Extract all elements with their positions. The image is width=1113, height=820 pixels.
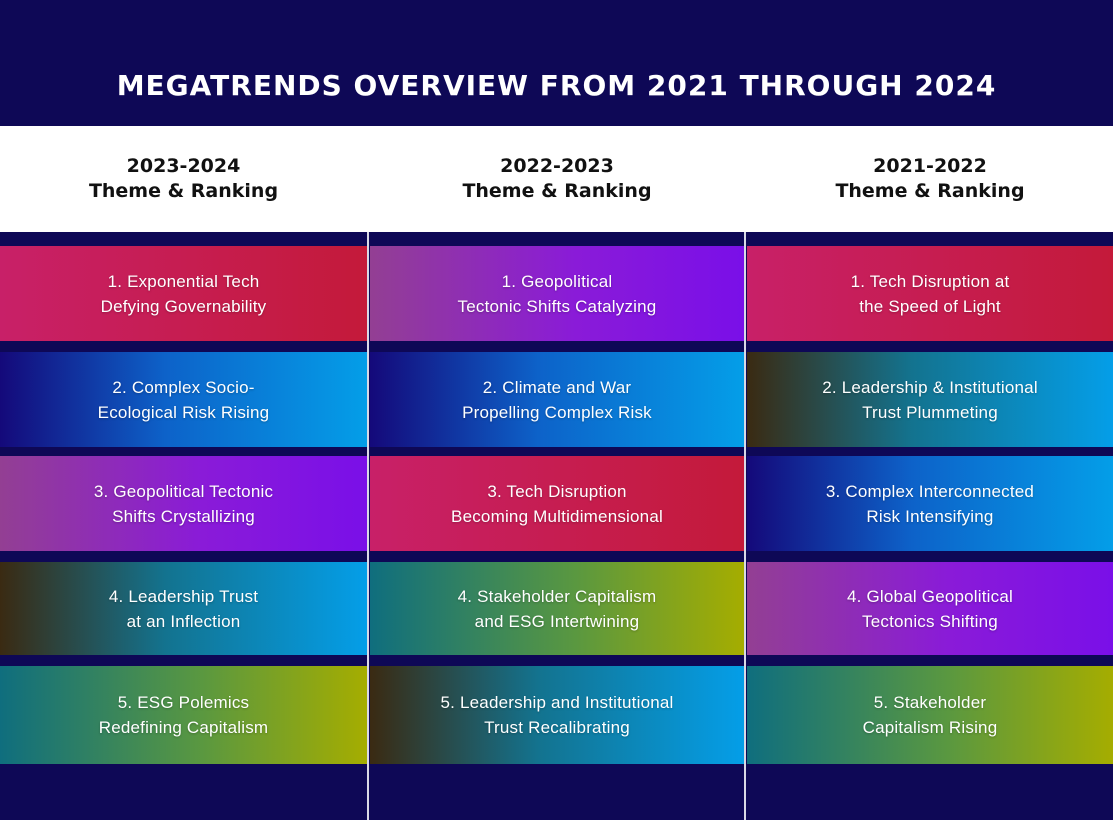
column-header-2022-2023: 2022-2023 Theme & Ranking (370, 126, 744, 232)
theme-card-2023-3: 3. Geopolitical Tectonic Shifts Crystall… (0, 456, 367, 551)
theme-card-2023-5: 5. ESG Polemics Redefining Capitalism (0, 666, 367, 764)
theme-card-2022-5: 5. Leadership and Institutional Trust Re… (370, 666, 744, 764)
column-subtitle: Theme & Ranking (88, 180, 279, 202)
column-header-band: 2023-2024 Theme & Ranking 2022-2023 Them… (0, 126, 1113, 232)
column-year: 2022-2023 (500, 155, 614, 177)
theme-card-2022-4: 4. Stakeholder Capitalism and ESG Intert… (370, 562, 744, 655)
page-title: MEGATRENDS OVERVIEW FROM 2021 THROUGH 20… (116, 68, 997, 102)
theme-card-2022-1: 1. Geopolitical Tectonic Shifts Catalyzi… (370, 246, 744, 341)
theme-card-2021-1: 1. Tech Disruption at the Speed of Light (747, 246, 1113, 341)
theme-card-2023-4: 4. Leadership Trust at an Inflection (0, 562, 367, 655)
title-bar: MEGATRENDS OVERVIEW FROM 2021 THROUGH 20… (0, 0, 1113, 126)
theme-card-2021-2: 2. Leadership & Institutional Trust Plum… (747, 352, 1113, 447)
theme-card-2021-4: 4. Global Geopolitical Tectonics Shiftin… (747, 562, 1113, 655)
theme-card-2023-2: 2. Complex Socio- Ecological Risk Rising (0, 352, 367, 447)
column-subtitle: Theme & Ranking (462, 180, 652, 202)
theme-card-2022-3: 3. Tech Disruption Becoming Multidimensi… (370, 456, 744, 551)
column-divider (744, 232, 746, 820)
theme-card-2023-1: 1. Exponential Tech Defying Governabilit… (0, 246, 367, 341)
column-subtitle: Theme & Ranking (835, 180, 1025, 202)
theme-card-2021-3: 3. Complex Interconnected Risk Intensify… (747, 456, 1113, 551)
column-header-2021-2022: 2021-2022 Theme & Ranking (747, 126, 1113, 232)
column-divider (367, 232, 369, 820)
theme-card-2022-2: 2. Climate and War Propelling Complex Ri… (370, 352, 744, 447)
theme-card-2021-5: 5. Stakeholder Capitalism Rising (747, 666, 1113, 764)
column-header-2023-2024: 2023-2024 Theme & Ranking (0, 126, 367, 232)
column-year: 2023-2024 (126, 155, 241, 177)
column-year: 2021-2022 (873, 155, 987, 177)
